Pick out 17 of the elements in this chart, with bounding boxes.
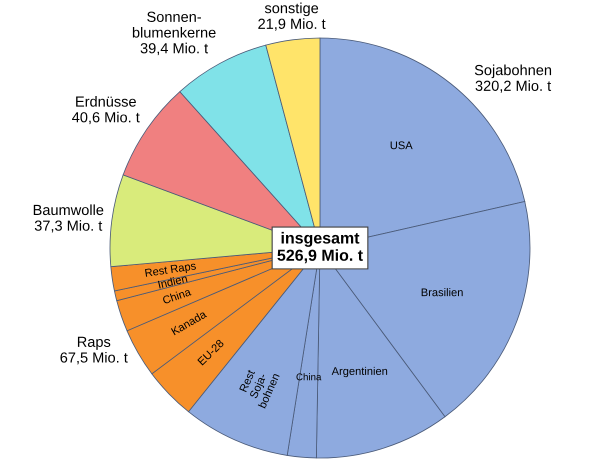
data-label: 21,9 Mio. t (258, 18, 326, 31)
text: insgesamt 526,9 Mio. t (277, 232, 363, 264)
data-label: 40,6 Mio. t (72, 112, 140, 124)
text: Raps 67,5 Mio. t (60, 336, 128, 364)
slice-label: Brasilien (422, 288, 463, 296)
slice-label: Baumwolle (34, 204, 104, 216)
slice-label: Erdnüsse (76, 96, 136, 107)
slice-label: China (162, 287, 192, 304)
slice-label: Argentinien (332, 366, 388, 378)
slice-label: Indien (158, 274, 188, 289)
data-label: 37,3 Mio. t (34, 220, 102, 233)
slice-label: China (296, 373, 322, 380)
text: Sojabohnen 320,2 Mio. t (474, 64, 552, 93)
slice-label: sonstige (264, 2, 318, 16)
slice-label: USA (390, 141, 413, 150)
data-label: 39,4 Mio. t (140, 42, 208, 56)
slice-label: Sonnen- blumenkerne (132, 12, 216, 38)
